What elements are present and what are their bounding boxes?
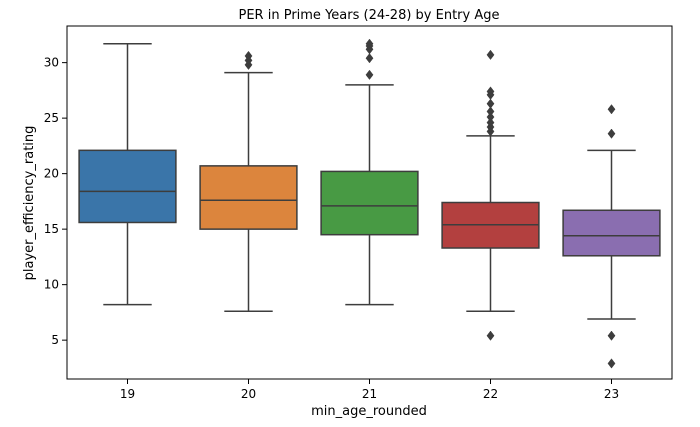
- iqr-box: [320, 170, 419, 236]
- outlier-point: [607, 330, 616, 341]
- outlier-point: [244, 50, 253, 62]
- outlier-point: [607, 104, 616, 115]
- y-tick-label: 20: [44, 167, 59, 181]
- y-tick-label: 5: [51, 333, 59, 347]
- box-group-20: [199, 50, 298, 313]
- y-tick-label: 15: [44, 222, 59, 236]
- x-tick-label: 19: [120, 387, 135, 401]
- x-axis-title: min_age_rounded: [311, 404, 427, 419]
- y-axis: 5 10 15 20 25 30: [44, 56, 67, 347]
- x-tick-label: 22: [483, 387, 498, 401]
- y-tick-label: 25: [44, 111, 59, 125]
- x-tick-label: 21: [362, 387, 377, 401]
- y-axis-title: player_efficiency_rating: [22, 126, 37, 281]
- box-group-19: [78, 43, 177, 306]
- y-tick-label: 30: [44, 56, 59, 70]
- outlier-point: [607, 358, 616, 369]
- boxes: [78, 38, 661, 369]
- outlier-point: [486, 98, 495, 109]
- box-group-23: [562, 104, 661, 369]
- outlier-point: [365, 38, 374, 49]
- outlier-point: [486, 49, 495, 60]
- outlier-point: [365, 53, 374, 64]
- iqr-box: [199, 165, 298, 230]
- x-axis: 19 20 21 22 23: [120, 379, 619, 401]
- x-tick-label: 23: [604, 387, 619, 401]
- x-tick-label: 20: [241, 387, 256, 401]
- outlier-point: [486, 330, 495, 341]
- outlier-point: [486, 86, 495, 97]
- outlier-point: [365, 69, 374, 80]
- box-group-22: [441, 49, 540, 341]
- chart-title: PER in Prime Years (24-28) by Entry Age: [239, 8, 500, 23]
- outlier-point: [607, 128, 616, 139]
- y-tick-label: 10: [44, 278, 59, 292]
- box-group-21: [320, 38, 419, 306]
- iqr-box: [562, 209, 661, 257]
- outlier-point: [486, 106, 495, 117]
- outlier-point: [486, 117, 495, 128]
- outlier-point: [486, 111, 495, 123]
- iqr-box: [78, 149, 177, 224]
